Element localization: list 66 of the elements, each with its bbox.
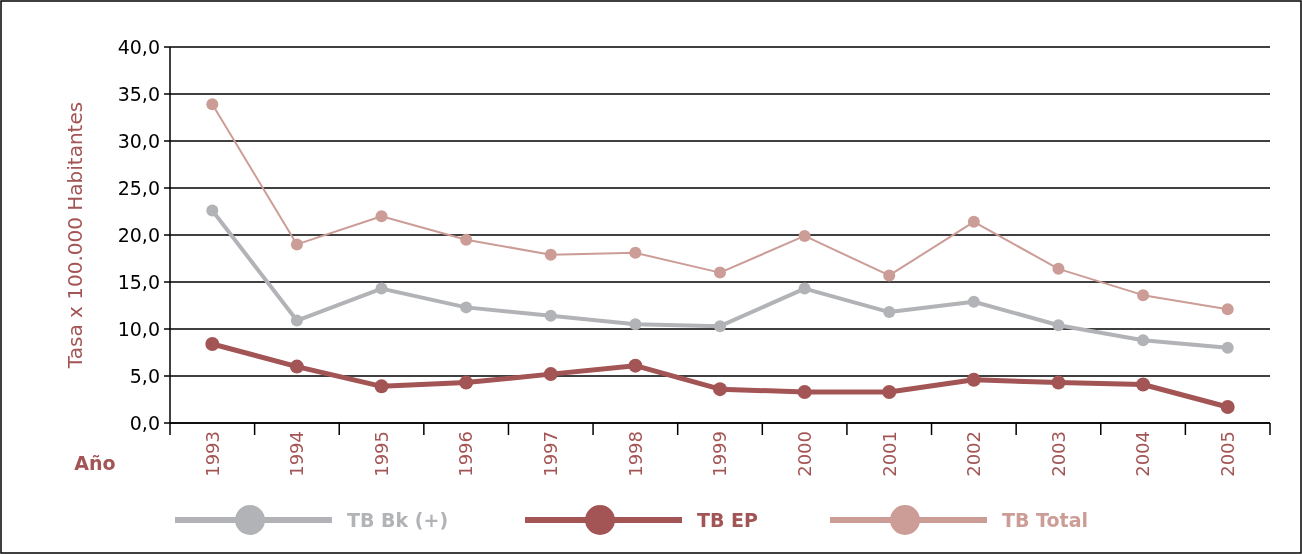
point <box>714 320 726 333</box>
point <box>1137 289 1150 302</box>
y-tick-label: 5,0 <box>129 364 160 387</box>
text: TB Bk (+) <box>347 508 449 531</box>
point <box>797 384 812 399</box>
y-tick-label: 15,0 <box>117 270 160 293</box>
point <box>1137 334 1150 347</box>
point <box>375 210 388 223</box>
y-tick-label: 40,0 <box>117 35 160 58</box>
point <box>460 233 473 246</box>
x-tick-label: 2000 <box>793 431 815 477</box>
point <box>544 248 557 261</box>
point <box>1136 377 1151 392</box>
point <box>1052 319 1065 332</box>
point <box>714 266 726 279</box>
point <box>966 372 981 387</box>
x-tick-label: 1996 <box>455 431 477 477</box>
point <box>798 282 811 295</box>
x-tick-label: 1993 <box>201 431 223 477</box>
point <box>543 367 558 382</box>
y-tick-label: 35,0 <box>117 82 160 105</box>
point <box>629 318 642 331</box>
point <box>290 314 303 327</box>
y-tick-label: 30,0 <box>117 129 160 152</box>
point <box>1051 375 1066 390</box>
x-tick-label: 1995 <box>370 431 392 477</box>
x-tick-label: 1998 <box>624 431 646 477</box>
point <box>459 375 474 390</box>
text: TB Total <box>1002 508 1088 531</box>
point <box>798 229 811 242</box>
point <box>205 337 220 352</box>
y-tick-label: 0,0 <box>129 411 160 434</box>
x-axis-title: Año <box>74 452 116 474</box>
point <box>374 379 389 394</box>
y-tick-label: 25,0 <box>117 176 160 199</box>
point <box>967 215 980 228</box>
point <box>289 359 304 374</box>
y-tick-label: 10,0 <box>117 317 160 340</box>
x-tick-label: 2001 <box>878 431 900 477</box>
point <box>967 295 980 308</box>
point <box>628 358 643 373</box>
point <box>290 238 303 251</box>
point <box>544 309 557 322</box>
y-tick-label: 20,0 <box>117 223 160 246</box>
point <box>883 306 896 319</box>
point <box>375 282 388 295</box>
x-tick-label: 2004 <box>1132 431 1154 477</box>
point <box>1220 400 1235 415</box>
x-tick-label: 1997 <box>540 431 562 477</box>
x-tick-label: 1999 <box>709 431 731 477</box>
x-tick-label: 2003 <box>1047 431 1069 477</box>
point <box>206 204 219 217</box>
point <box>1052 262 1065 275</box>
x-tick-label: 2005 <box>1216 431 1238 477</box>
point <box>713 382 727 397</box>
point <box>629 246 642 259</box>
x-tick-label: 2002 <box>963 431 985 477</box>
point <box>883 269 896 282</box>
y-axis-title: Tasa x 100.000 Habitantes <box>63 101 87 370</box>
x-tick-label: 1994 <box>286 431 308 477</box>
text: TB EP <box>697 508 759 531</box>
point <box>882 384 897 399</box>
point <box>460 301 473 314</box>
point <box>206 98 219 111</box>
point <box>1221 303 1234 316</box>
point <box>1221 341 1234 354</box>
